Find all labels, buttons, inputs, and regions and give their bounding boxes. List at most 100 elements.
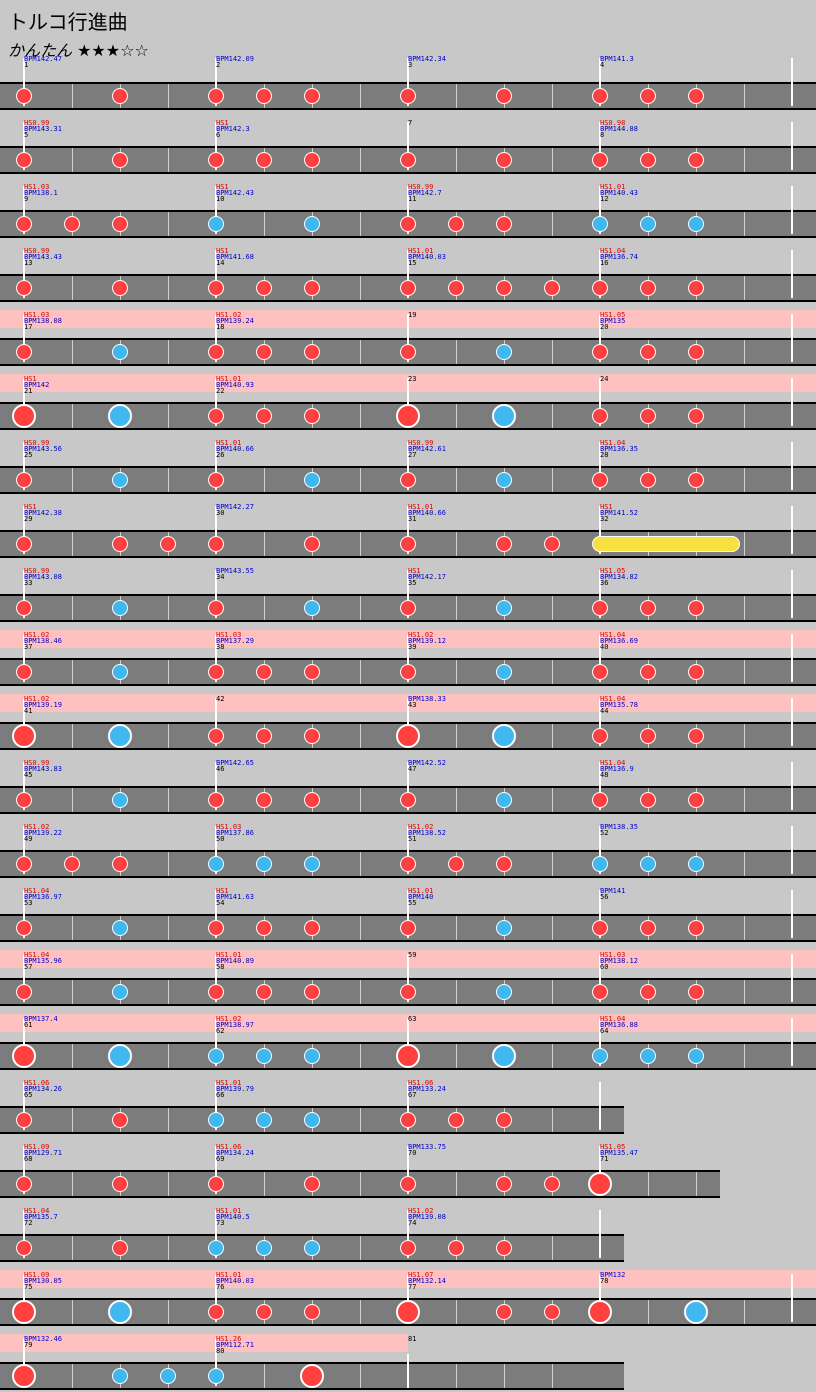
- measure-line: [215, 1210, 217, 1258]
- don-note: [400, 920, 416, 936]
- ka-note: [112, 984, 128, 1000]
- don-note: [544, 280, 560, 296]
- bpm-label: BPM137.4: [24, 1015, 58, 1023]
- measure-line: [23, 506, 25, 554]
- measure-line: [215, 442, 217, 490]
- don-note: [496, 856, 512, 872]
- measure-number: 7: [408, 119, 413, 127]
- measure-line: [791, 378, 793, 426]
- beat-line: [72, 532, 73, 556]
- bpm-label: BPM141.3: [600, 55, 634, 63]
- bpm-label: BPM136.69: [600, 637, 638, 645]
- measure-line: [215, 58, 217, 106]
- beat-line: [168, 468, 169, 492]
- ka-note: [112, 792, 128, 808]
- don-note: [400, 1240, 416, 1256]
- beat-line: [456, 1172, 457, 1196]
- big-don-note: [12, 1364, 36, 1388]
- measure-number: 59: [408, 951, 417, 959]
- don-note: [208, 88, 224, 104]
- don-note: [400, 600, 416, 616]
- beat-line: [552, 84, 553, 108]
- measure-number: 22: [216, 387, 225, 395]
- bpm-label: BPM133.24: [408, 1085, 446, 1093]
- measure-number: 71: [600, 1155, 609, 1163]
- measure-number: 3: [408, 61, 413, 69]
- measure-label: HS0.99 BPM143.31 5: [24, 120, 62, 139]
- beat-line: [456, 404, 457, 428]
- measure-line: [599, 762, 601, 810]
- hs-label: HS1.02: [24, 823, 50, 831]
- measure-label: HS1.02 BPM139.22 49: [24, 823, 62, 843]
- beat-line: [552, 404, 553, 428]
- don-note: [256, 88, 272, 104]
- beat-line: [552, 1236, 553, 1260]
- don-note: [112, 1112, 128, 1128]
- bpm-label: BPM143.43: [24, 253, 62, 261]
- hs-label: HS1.26: [216, 1335, 242, 1343]
- beat-line: [456, 148, 457, 172]
- bpm-label: BPM142.3: [216, 125, 250, 133]
- don-note: [16, 472, 32, 488]
- don-note: [448, 856, 464, 872]
- hs-label: HS1.04: [600, 439, 626, 447]
- don-note: [688, 664, 704, 680]
- don-note: [256, 984, 272, 1000]
- big-ka-note: [492, 404, 516, 428]
- measure-number: 39: [408, 643, 417, 651]
- measure-line: [23, 954, 25, 1002]
- don-note: [16, 600, 32, 616]
- measure-number: 34: [216, 573, 225, 581]
- measure-number: 80: [216, 1347, 225, 1355]
- beat-line: [744, 276, 745, 300]
- measure-line: [599, 634, 601, 682]
- measure-label: HS1.01 BPM140.66 26: [216, 440, 254, 459]
- hs-label: HS1.02: [216, 1015, 242, 1023]
- measure-number: 63: [408, 1015, 417, 1023]
- don-note: [208, 600, 224, 616]
- don-note: [400, 280, 416, 296]
- don-note: [496, 88, 512, 104]
- measure-label: 23: [408, 376, 416, 383]
- measure-number: 14: [216, 259, 225, 267]
- beat-line: [552, 852, 553, 876]
- don-note: [592, 280, 608, 296]
- beat-line: [360, 84, 361, 108]
- measure-label: HS1.04 BPM136.74 16: [600, 248, 638, 267]
- don-note: [400, 792, 416, 808]
- hs-label: HS1.05: [600, 311, 626, 319]
- beat-line: [552, 916, 553, 940]
- beat-line: [360, 1172, 361, 1196]
- beat-line: [168, 84, 169, 108]
- measure-label: HS1.01 BPM139.79 66: [216, 1080, 254, 1099]
- beat-line: [360, 148, 361, 172]
- measure-label: HS1.06 BPM133.24 67: [408, 1080, 446, 1099]
- ka-note: [496, 344, 512, 360]
- measure-line: [23, 314, 25, 362]
- bpm-label: BPM142.7: [408, 189, 442, 197]
- ka-note: [208, 1368, 224, 1384]
- don-note: [688, 920, 704, 936]
- measure-number: 44: [600, 707, 609, 715]
- bpm-label: BPM132: [600, 1271, 626, 1279]
- beat-line: [744, 212, 745, 236]
- hs-label: HS1.04: [600, 631, 626, 639]
- bpm-label: BPM138.97: [216, 1021, 254, 1029]
- measure-number: 8: [600, 131, 605, 139]
- beat-line: [456, 724, 457, 748]
- measure-line: [599, 378, 601, 426]
- measure-number: 40: [600, 643, 609, 651]
- bpm-label: BPM133.75: [408, 1143, 446, 1151]
- measure-number: 46: [216, 765, 225, 773]
- ka-note: [208, 1048, 224, 1064]
- don-note: [112, 1240, 128, 1256]
- don-note: [112, 152, 128, 168]
- measure-line: [407, 1082, 409, 1130]
- measure-label: BPM142.09 2: [216, 56, 254, 69]
- ka-note: [112, 1368, 128, 1384]
- don-note: [400, 88, 416, 104]
- beat-line: [72, 340, 73, 364]
- measure-line: [599, 58, 601, 106]
- measure-label: HS1.26 BPM112.71 80: [216, 1335, 254, 1355]
- measure-label: HS1.06 BPM134.24 69: [216, 1144, 254, 1163]
